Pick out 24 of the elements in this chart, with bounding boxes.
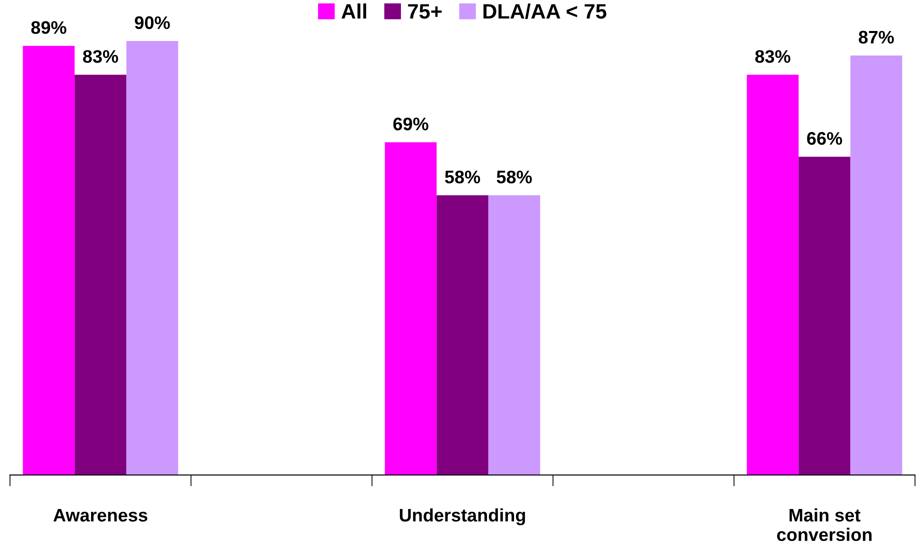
- data-label: 89%: [31, 21, 66, 34]
- x-tick-label: Main set conversion: [777, 508, 872, 542]
- bar: [22, 46, 75, 475]
- bar: [798, 156, 850, 475]
- data-label: 83%: [83, 50, 118, 63]
- x-tick-label: Understanding: [400, 508, 525, 526]
- legend-label: All: [342, 3, 366, 19]
- bar: [126, 41, 178, 475]
- x-tick-label: Awareness: [53, 508, 148, 522]
- legend-label: 75+: [408, 4, 442, 19]
- bar: [746, 74, 799, 475]
- bar: [850, 55, 902, 475]
- data-label: 66%: [807, 132, 842, 145]
- data-label: 58%: [496, 170, 532, 184]
- data-label: 83%: [755, 50, 790, 63]
- bar: [436, 195, 488, 475]
- bar: [74, 74, 126, 475]
- data-label: 87%: [858, 30, 894, 44]
- bar: [488, 195, 540, 475]
- data-label: 69%: [393, 118, 428, 130]
- legend-label: DLA/AA < 75: [484, 3, 606, 19]
- data-label: 58%: [444, 170, 480, 184]
- bar: [384, 142, 437, 475]
- data-label: 90%: [134, 16, 170, 30]
